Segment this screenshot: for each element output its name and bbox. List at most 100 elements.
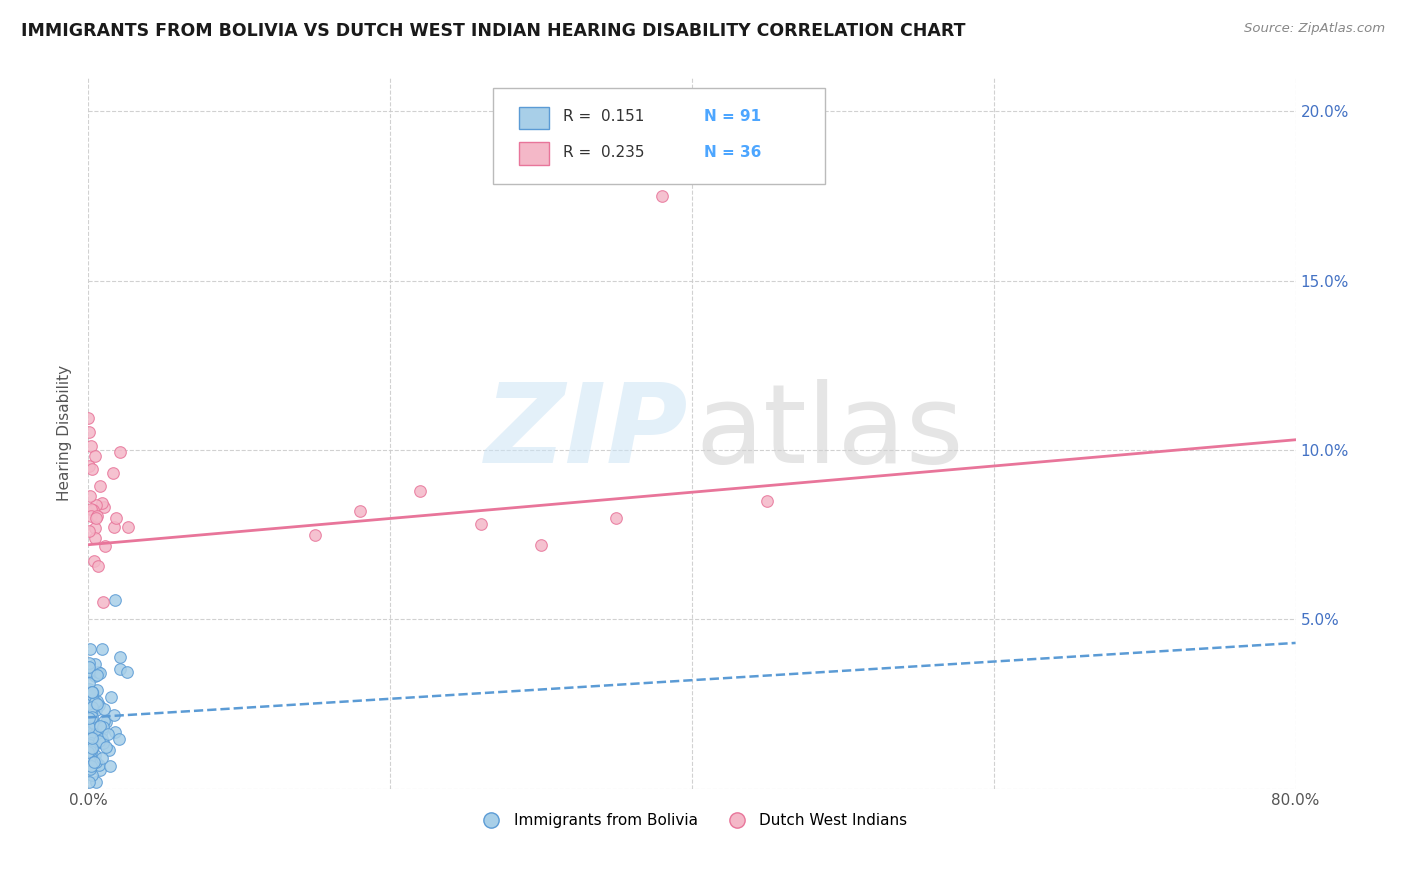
Point — [82, 503, 104, 517]
Point — [79, 730, 101, 744]
Point — [82, 686, 104, 700]
Point — [82, 706, 104, 721]
Point — [77, 524, 100, 538]
Point — [96, 740, 118, 755]
Point — [84, 511, 107, 525]
Point — [84, 532, 107, 546]
Point — [79, 711, 101, 725]
Point — [87, 665, 110, 679]
Point — [89, 734, 111, 748]
Point — [84, 657, 107, 671]
Point — [77, 682, 100, 697]
Point — [108, 444, 131, 458]
Point — [90, 731, 112, 746]
Point — [79, 700, 101, 714]
Point — [89, 763, 111, 777]
Point — [79, 744, 101, 758]
Point — [79, 489, 101, 503]
Point — [107, 731, 129, 746]
Point — [80, 731, 103, 746]
Point — [86, 694, 108, 708]
Point — [93, 701, 115, 715]
Point — [89, 698, 111, 713]
Point — [91, 723, 114, 738]
Point — [84, 521, 107, 535]
Point — [83, 554, 105, 568]
Point — [80, 439, 103, 453]
Point — [82, 741, 104, 756]
Point — [96, 714, 118, 729]
Point — [80, 732, 103, 747]
Point — [108, 650, 131, 665]
Point — [80, 706, 103, 720]
Point — [349, 504, 371, 518]
Point — [77, 720, 100, 734]
Point — [79, 642, 101, 657]
Point — [108, 662, 131, 676]
Point — [83, 747, 105, 762]
Point — [98, 759, 121, 773]
Point — [86, 667, 108, 681]
Text: N = 91: N = 91 — [704, 109, 761, 124]
Point — [80, 685, 103, 699]
Point — [79, 738, 101, 752]
Point — [103, 467, 125, 481]
Y-axis label: Hearing Disability: Hearing Disability — [58, 365, 72, 501]
Point — [84, 694, 107, 708]
Point — [86, 498, 108, 512]
Point — [79, 755, 101, 769]
Point — [77, 753, 100, 767]
Point — [83, 723, 105, 738]
Point — [117, 665, 139, 679]
Point — [80, 509, 103, 524]
FancyBboxPatch shape — [519, 107, 550, 129]
Point — [90, 642, 112, 657]
Point — [86, 774, 108, 789]
Text: ZIP: ZIP — [485, 379, 689, 486]
Point — [80, 502, 103, 516]
Point — [83, 727, 105, 741]
Point — [80, 710, 103, 724]
Point — [84, 719, 107, 733]
Point — [756, 493, 779, 508]
Point — [470, 517, 492, 532]
Point — [80, 461, 103, 475]
Text: Source: ZipAtlas.com: Source: ZipAtlas.com — [1244, 22, 1385, 36]
Legend: Immigrants from Bolivia, Dutch West Indians: Immigrants from Bolivia, Dutch West Indi… — [470, 807, 914, 834]
Text: N = 36: N = 36 — [704, 145, 761, 160]
Point — [82, 715, 104, 730]
Point — [82, 768, 104, 782]
Point — [91, 736, 114, 750]
Point — [89, 479, 111, 493]
Point — [304, 527, 326, 541]
Point — [83, 756, 105, 770]
Point — [77, 746, 100, 760]
Point — [83, 716, 105, 731]
Point — [77, 775, 100, 789]
Point — [80, 700, 103, 714]
Point — [77, 751, 100, 765]
Point — [80, 745, 103, 759]
Point — [104, 593, 127, 607]
Point — [86, 755, 108, 769]
Point — [97, 726, 120, 740]
Point — [86, 508, 108, 523]
Point — [90, 495, 112, 509]
Point — [103, 520, 125, 534]
Point — [77, 761, 100, 775]
Point — [86, 683, 108, 698]
Point — [83, 449, 105, 463]
Point — [89, 719, 111, 733]
Point — [93, 500, 115, 515]
Point — [530, 538, 553, 552]
Text: IMMIGRANTS FROM BOLIVIA VS DUTCH WEST INDIAN HEARING DISABILITY CORRELATION CHAR: IMMIGRANTS FROM BOLIVIA VS DUTCH WEST IN… — [21, 22, 966, 40]
Point — [103, 708, 125, 723]
Point — [79, 762, 101, 776]
Point — [79, 675, 101, 690]
Point — [97, 743, 120, 757]
Point — [83, 669, 105, 683]
Point — [77, 660, 100, 674]
Point — [82, 684, 104, 698]
Point — [87, 558, 110, 573]
Point — [79, 721, 101, 735]
